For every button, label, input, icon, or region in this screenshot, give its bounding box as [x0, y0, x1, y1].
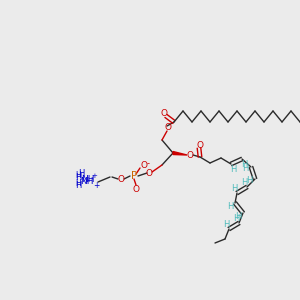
Text: H: H — [231, 184, 237, 193]
Text: O: O — [160, 109, 167, 118]
Text: H: H — [241, 178, 247, 187]
Text: O: O — [164, 124, 172, 133]
Text: O: O — [196, 140, 203, 149]
Text: O: O — [118, 176, 124, 184]
Text: +: + — [93, 182, 99, 190]
Text: H: H — [242, 164, 249, 173]
Text: -: - — [146, 160, 149, 169]
Text: H: H — [78, 169, 84, 178]
Text: H: H — [75, 179, 81, 188]
Text: NH: NH — [80, 176, 94, 185]
Text: O: O — [187, 151, 194, 160]
Text: H: H — [75, 170, 81, 179]
Polygon shape — [173, 152, 187, 155]
Text: H: H — [236, 212, 242, 221]
Text: H: H — [230, 165, 236, 174]
Text: H: H — [233, 214, 239, 223]
Text: H: H — [75, 172, 81, 182]
Text: O: O — [146, 169, 152, 178]
Text: P: P — [131, 171, 137, 181]
Text: O: O — [140, 160, 148, 169]
Text: H: H — [227, 202, 234, 211]
Text: NH: NH — [81, 175, 95, 184]
Text: H: H — [75, 181, 81, 190]
Text: H: H — [247, 176, 253, 185]
Text: O: O — [133, 184, 140, 194]
Text: +: + — [91, 173, 97, 179]
Text: H: H — [241, 160, 248, 169]
Text: H: H — [223, 220, 229, 229]
